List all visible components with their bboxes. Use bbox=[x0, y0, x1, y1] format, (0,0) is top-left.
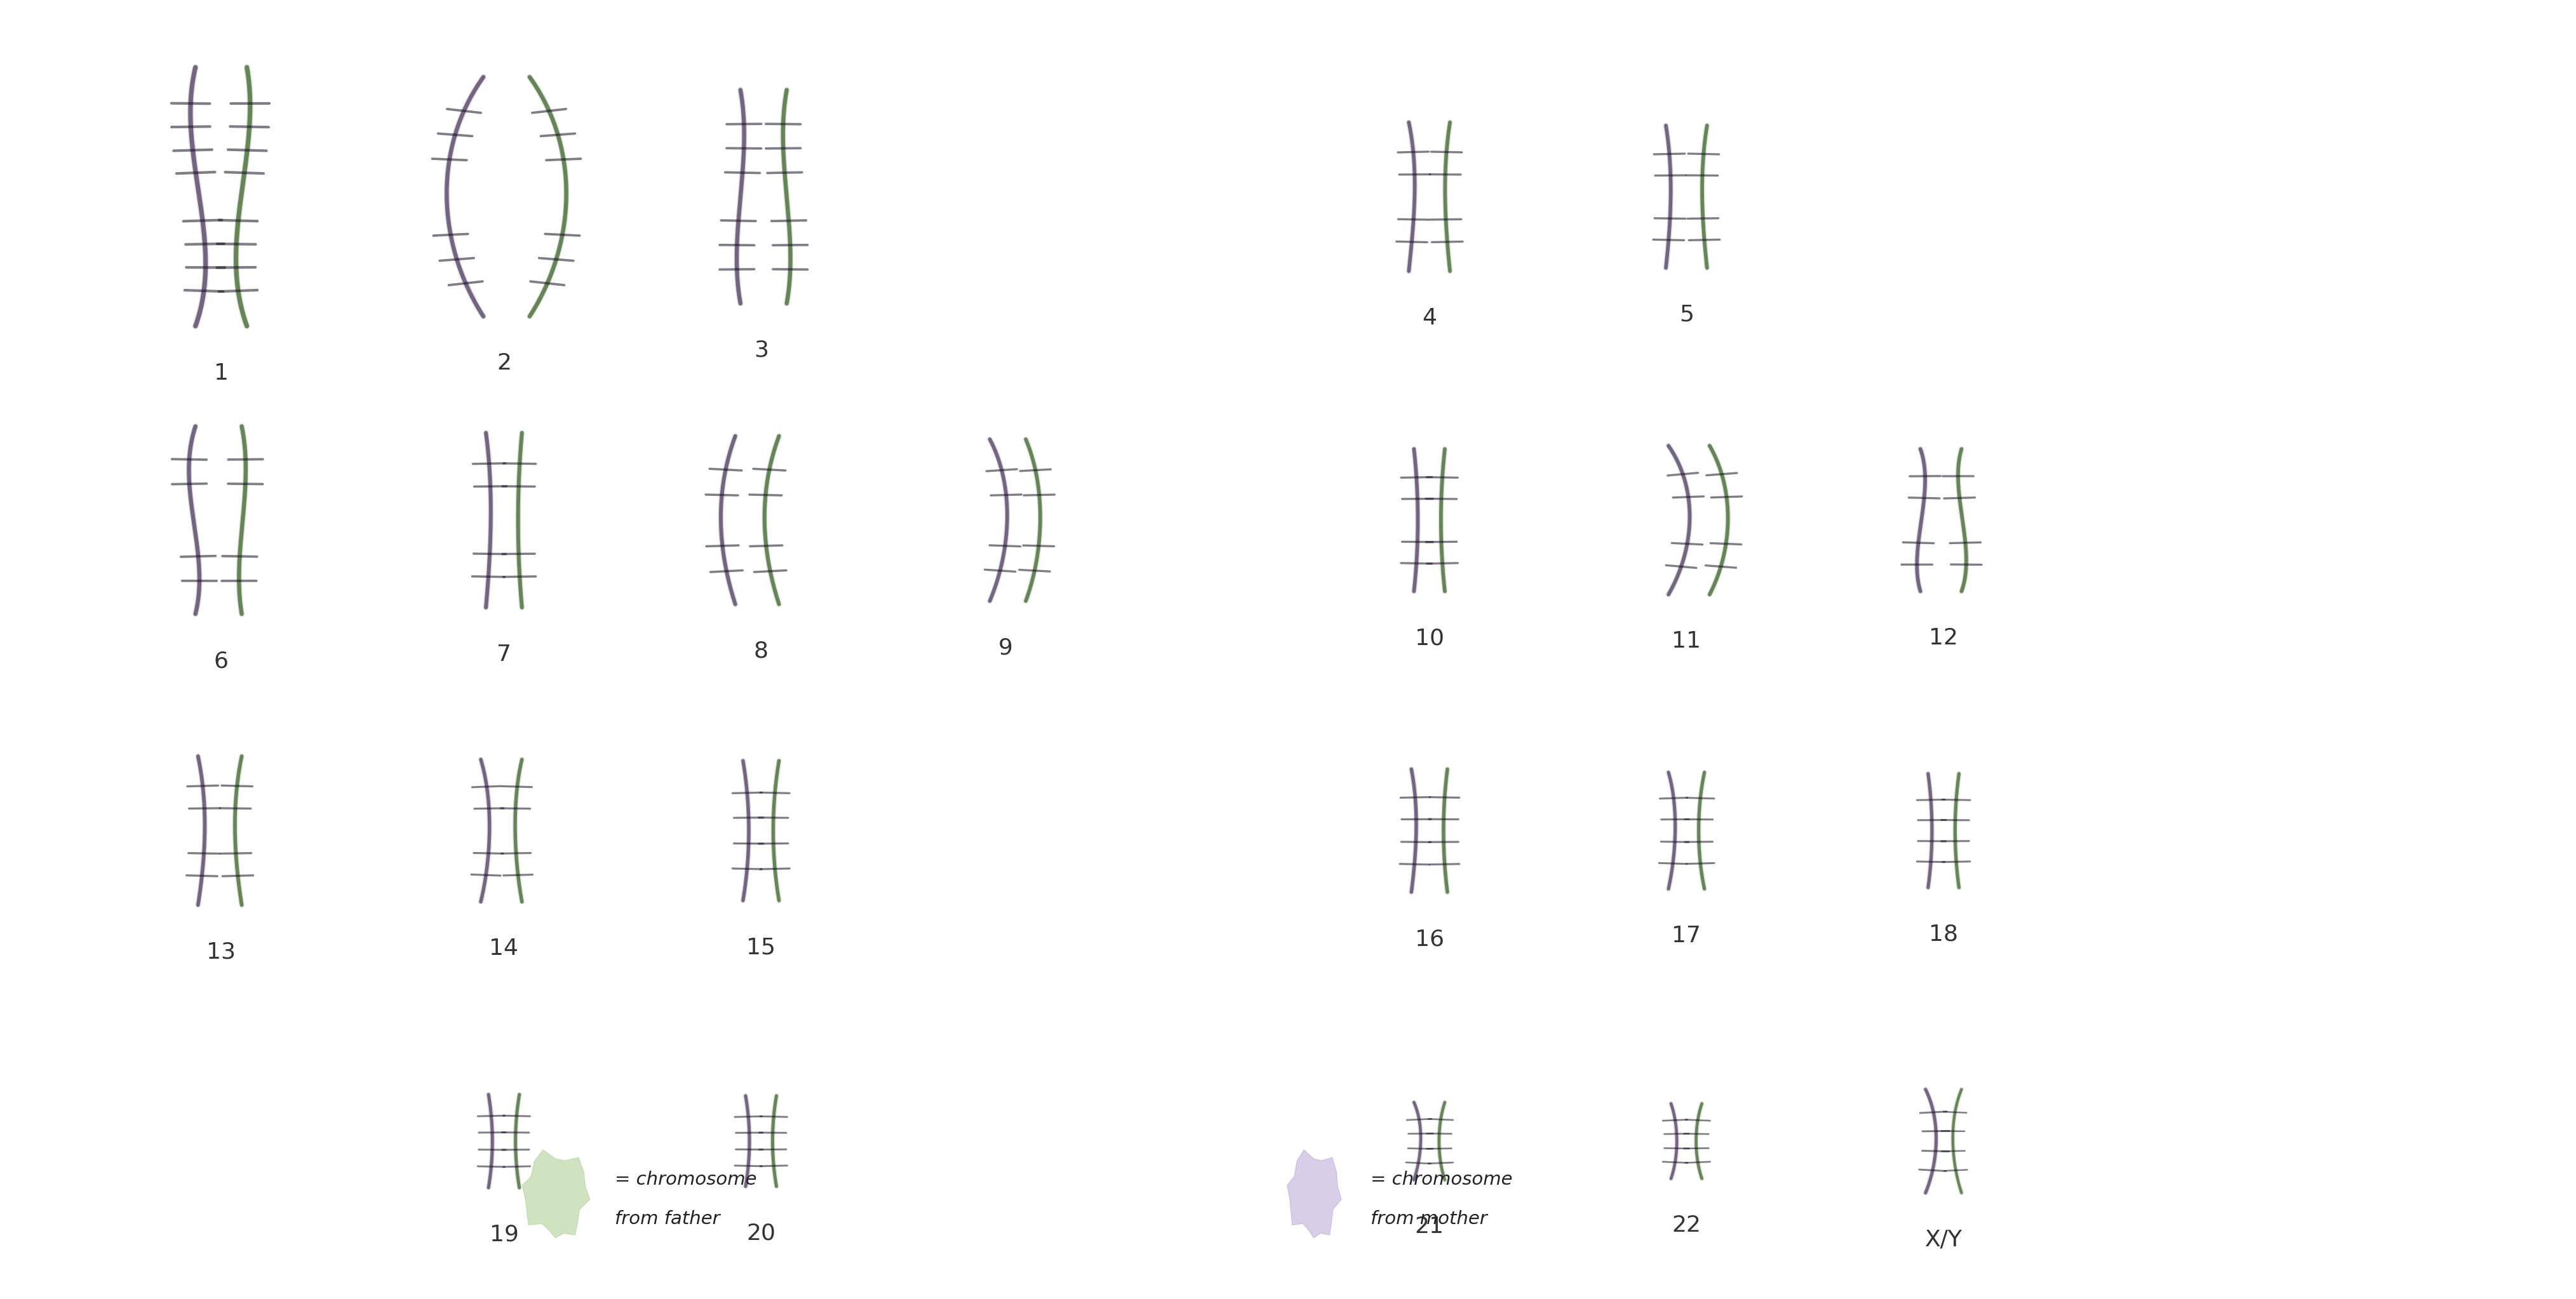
Text: 22: 22 bbox=[1672, 1215, 1700, 1237]
Text: from mother: from mother bbox=[1370, 1209, 1486, 1228]
Text: 21: 21 bbox=[1414, 1216, 1445, 1238]
Text: 16: 16 bbox=[1414, 929, 1445, 950]
Text: 13: 13 bbox=[206, 942, 237, 963]
Text: 10: 10 bbox=[1414, 627, 1445, 650]
Polygon shape bbox=[1288, 1150, 1342, 1238]
Text: 19: 19 bbox=[489, 1224, 518, 1246]
Text: 8: 8 bbox=[755, 640, 768, 662]
Text: X/Y: X/Y bbox=[1924, 1229, 1963, 1251]
Text: 12: 12 bbox=[1929, 627, 1958, 650]
Text: 1: 1 bbox=[214, 362, 229, 385]
Text: = chromosome: = chromosome bbox=[616, 1170, 757, 1189]
Text: 15: 15 bbox=[747, 937, 775, 959]
Text: 2: 2 bbox=[497, 352, 510, 374]
Text: from father: from father bbox=[616, 1209, 719, 1228]
Text: 14: 14 bbox=[489, 938, 518, 960]
Text: = chromosome: = chromosome bbox=[1370, 1170, 1512, 1189]
Polygon shape bbox=[523, 1150, 590, 1238]
Text: 11: 11 bbox=[1672, 631, 1700, 652]
Text: 17: 17 bbox=[1672, 925, 1700, 947]
Text: 3: 3 bbox=[755, 339, 768, 361]
Text: 7: 7 bbox=[497, 644, 510, 665]
Text: 18: 18 bbox=[1929, 924, 1958, 946]
Text: 6: 6 bbox=[214, 650, 229, 672]
Text: 9: 9 bbox=[997, 638, 1012, 659]
Text: 5: 5 bbox=[1680, 304, 1695, 326]
Text: 4: 4 bbox=[1422, 308, 1437, 329]
Text: 20: 20 bbox=[747, 1222, 775, 1244]
